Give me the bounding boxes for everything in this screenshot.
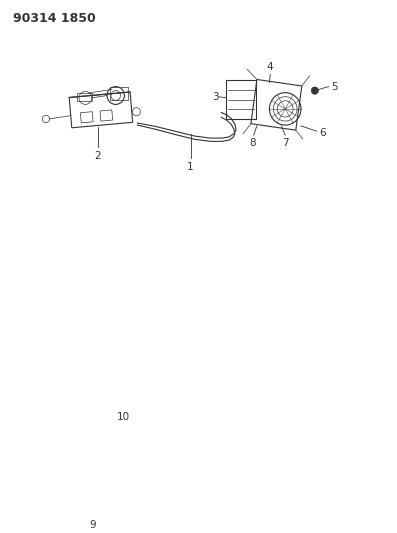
Text: 10: 10 [117, 411, 130, 422]
Text: 4: 4 [267, 62, 274, 72]
Text: 3: 3 [212, 92, 218, 102]
Text: 7: 7 [282, 139, 289, 149]
Text: 2: 2 [94, 151, 101, 161]
Text: 5: 5 [331, 82, 338, 92]
Text: 90314 1850: 90314 1850 [13, 12, 96, 25]
Text: 9: 9 [89, 520, 96, 530]
Text: 8: 8 [250, 139, 256, 149]
Text: 1: 1 [187, 161, 194, 172]
Circle shape [311, 87, 318, 94]
Text: 6: 6 [320, 128, 326, 138]
